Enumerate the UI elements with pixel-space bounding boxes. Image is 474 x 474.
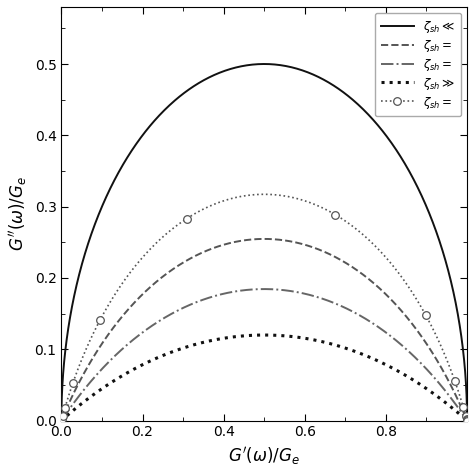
X-axis label: $G'(\omega)/G_e$: $G'(\omega)/G_e$ [228,445,300,467]
Legend: $\zeta_{sh} \ll$, $\zeta_{sh} =$, $\zeta_{sh} =$, $\zeta_{sh} \gg$, $\zeta_{sh} : $\zeta_{sh} \ll$, $\zeta_{sh} =$, $\zeta… [375,13,461,117]
Y-axis label: $G''(\omega)/G_e$: $G''(\omega)/G_e$ [7,176,29,251]
